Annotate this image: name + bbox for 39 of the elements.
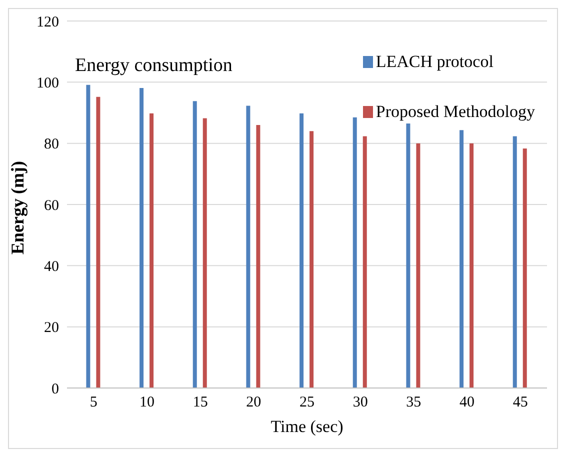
bar bbox=[86, 84, 90, 388]
bar bbox=[522, 148, 527, 388]
bar bbox=[362, 136, 367, 388]
y-tick-label: 120 bbox=[36, 14, 59, 30]
bar bbox=[246, 106, 250, 388]
bar bbox=[310, 131, 314, 388]
y-tick-label: 40 bbox=[44, 258, 59, 275]
x-tick-label: 30 bbox=[352, 394, 368, 411]
bar bbox=[140, 88, 144, 388]
x-tick-label: 45 bbox=[512, 394, 528, 411]
bar bbox=[300, 113, 304, 388]
y-tick-label: 80 bbox=[44, 136, 59, 153]
x-axis-title: Time (sec) bbox=[270, 417, 344, 436]
bar bbox=[96, 96, 100, 388]
y-tick-label: 20 bbox=[44, 320, 59, 336]
bar bbox=[202, 118, 207, 388]
bar bbox=[470, 143, 474, 388]
bar bbox=[256, 124, 260, 388]
bar bbox=[352, 117, 357, 388]
bar bbox=[512, 136, 517, 388]
y-tick-label: 100 bbox=[36, 75, 59, 92]
x-tick-label: 40 bbox=[460, 394, 474, 411]
y-tick-label: 0 bbox=[52, 381, 59, 398]
legend-label: LEACH protocol bbox=[376, 52, 494, 72]
bar bbox=[460, 130, 464, 388]
bar bbox=[192, 101, 197, 388]
x-tick-label: 5 bbox=[90, 394, 98, 411]
y-tick-label: 60 bbox=[44, 198, 59, 214]
bar bbox=[406, 123, 410, 388]
legend-label: Proposed Methodology bbox=[376, 102, 535, 122]
bar bbox=[150, 113, 154, 388]
bar bbox=[416, 143, 420, 388]
x-tick-label: 35 bbox=[406, 394, 422, 411]
x-tick-label: 10 bbox=[140, 394, 154, 411]
text: Energy consumption bbox=[75, 55, 232, 77]
y-axis-title: Energy (mj) bbox=[7, 161, 28, 254]
x-tick-label: 15 bbox=[192, 394, 208, 411]
x-tick-label: 20 bbox=[246, 394, 262, 411]
x-tick-label: 25 bbox=[300, 394, 314, 411]
